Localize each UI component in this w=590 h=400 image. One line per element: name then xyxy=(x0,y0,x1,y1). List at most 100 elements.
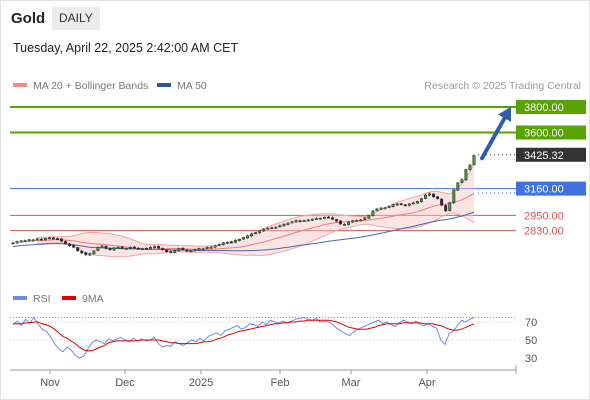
level-label-1: 3600.00 xyxy=(524,128,564,140)
candle-body xyxy=(363,217,367,220)
candle-body xyxy=(464,169,468,181)
candle-body xyxy=(290,221,294,224)
level-label-0: 3800.00 xyxy=(524,102,564,114)
legend-9ma-swatch xyxy=(62,296,76,301)
candle-body xyxy=(318,217,322,220)
candle-body xyxy=(205,247,209,249)
candle-body xyxy=(140,248,144,250)
x-axis-label-5: Apr xyxy=(418,377,435,389)
candle-body xyxy=(27,239,31,242)
legend-9ma-label: 9MA xyxy=(82,293,104,305)
legend-rsi-label: RSI xyxy=(33,293,51,305)
candle-body xyxy=(35,238,39,241)
candle-body xyxy=(306,219,310,222)
candle-body xyxy=(15,241,19,244)
candle-body xyxy=(298,220,302,223)
candle-body xyxy=(391,204,395,207)
candle-body xyxy=(452,189,456,204)
candle-body xyxy=(19,240,23,243)
last-price-tag xyxy=(516,147,586,162)
candle-body xyxy=(262,228,266,232)
candle-body xyxy=(108,248,112,251)
chart-datetime: Tuesday, April 22, 2025 2:42:00 AM CET xyxy=(13,41,239,55)
last-price-label: 3425.32 xyxy=(524,150,564,162)
candle-body xyxy=(149,247,152,250)
candle-body xyxy=(335,219,338,222)
candle-body xyxy=(76,247,80,252)
candle-body xyxy=(314,218,318,221)
candle-body xyxy=(68,243,72,246)
candle-body xyxy=(237,239,241,241)
candle-body xyxy=(193,249,197,252)
x-axis-label-1: Dec xyxy=(115,377,135,389)
candle-body xyxy=(419,198,423,202)
candle-body xyxy=(282,224,286,227)
candle-body xyxy=(100,245,104,248)
chart-header: Gold DAILY xyxy=(0,0,590,36)
level-label-4: 2830.00 xyxy=(524,226,564,238)
candle-body xyxy=(197,248,201,251)
candle-body xyxy=(47,237,51,240)
period-tab[interactable]: DAILY xyxy=(52,7,100,30)
level-tag-0 xyxy=(516,100,586,114)
candle-body xyxy=(383,207,387,210)
candle-body xyxy=(302,220,306,222)
candle-body xyxy=(51,237,55,240)
candle-body xyxy=(185,249,189,252)
legend-9ma: 9MA xyxy=(62,293,104,305)
ma50-line xyxy=(12,211,475,252)
candle-body xyxy=(359,219,363,222)
candle-body xyxy=(331,217,334,220)
candle-body xyxy=(355,219,359,222)
candle-body xyxy=(250,233,254,237)
candle-body xyxy=(436,196,440,200)
legend-ma50: MA 50 xyxy=(157,80,207,92)
candle-body xyxy=(339,220,343,225)
research-credit: Research © 2025 Trading Central xyxy=(424,80,581,92)
candle-body xyxy=(213,245,217,248)
candle-body xyxy=(424,194,427,199)
candle-body xyxy=(444,205,448,212)
candle-body xyxy=(242,237,245,240)
candle-body xyxy=(225,241,229,244)
candle-body xyxy=(367,215,371,219)
x-axis-label-0: Nov xyxy=(40,377,60,389)
legend-ma50-label: MA 50 xyxy=(177,80,207,92)
level-tag-1 xyxy=(516,125,586,140)
candle-body xyxy=(124,248,128,250)
candle-body xyxy=(375,208,379,211)
candle-body xyxy=(448,202,452,211)
instrument-title: Gold xyxy=(11,10,46,27)
candle-body xyxy=(173,250,177,253)
candle-body xyxy=(440,198,444,206)
candle-body xyxy=(322,217,326,219)
candle-body xyxy=(229,241,233,244)
candle-body xyxy=(132,246,136,249)
candle-body xyxy=(209,246,213,249)
candle-body xyxy=(395,203,399,206)
rsi-tick-label-30: 30 xyxy=(525,353,537,365)
candle-body xyxy=(80,250,84,254)
candle-body xyxy=(411,202,415,205)
candle-body xyxy=(116,247,120,249)
candle-body xyxy=(144,248,148,250)
candle-body xyxy=(221,242,225,245)
level-label-3: 2950.00 xyxy=(524,210,564,222)
candle-body xyxy=(96,247,100,251)
candle-body xyxy=(379,207,383,210)
x-axis-label-3: Feb xyxy=(271,377,290,389)
candle-body xyxy=(153,246,156,248)
candle-body xyxy=(351,220,355,223)
candle-body xyxy=(343,224,347,226)
legend-ma20-label: MA 20 + Bollinger Bands xyxy=(33,80,149,92)
candle-body xyxy=(403,204,407,207)
candle-body xyxy=(371,210,375,216)
candle-body xyxy=(472,155,476,166)
candle-body xyxy=(56,238,59,241)
candle-body xyxy=(278,225,282,228)
candle-body xyxy=(104,245,108,249)
candle-body xyxy=(189,250,193,253)
x-axis-label-2: 2025 xyxy=(189,377,213,389)
candle-body xyxy=(157,245,161,249)
